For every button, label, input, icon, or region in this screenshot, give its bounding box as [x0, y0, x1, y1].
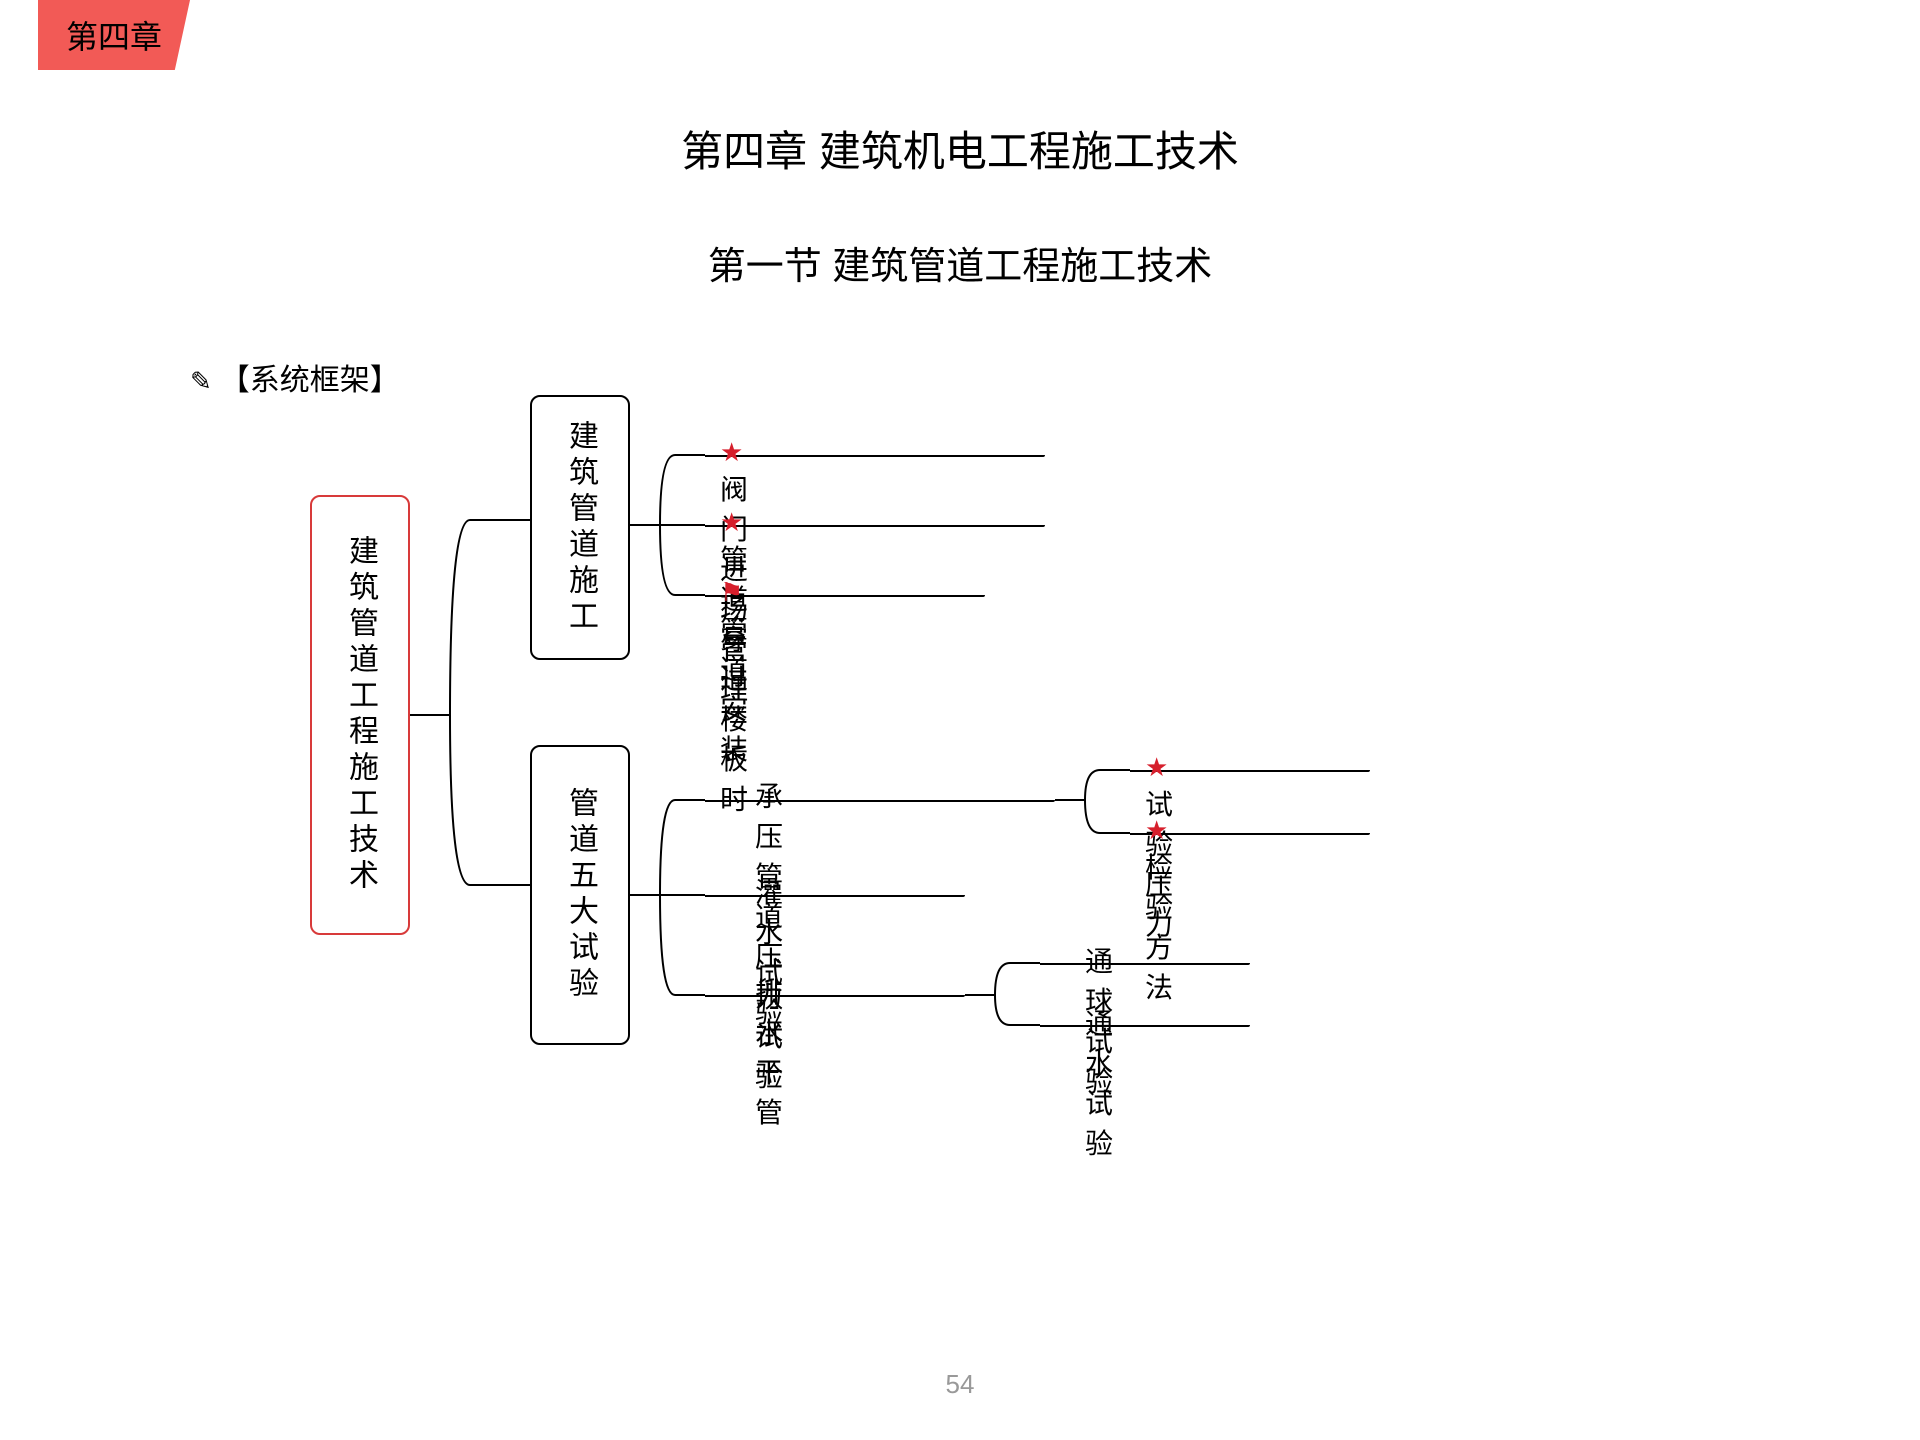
branch1-connector: [630, 435, 710, 625]
leaf-2-1-2: ★ 检验方法: [1145, 813, 1186, 1006]
branch-node-1: 建筑管道施工: [530, 395, 630, 660]
framework-label-text: 【系统框架】: [220, 364, 400, 397]
leaf-underline: [1040, 1025, 1250, 1027]
leaf-underline: [705, 895, 965, 897]
branch-2-label: 管道五大试验: [544, 767, 616, 1023]
branch2-connector: [630, 795, 710, 1015]
leaf-2-3-text: 排水干管: [755, 977, 783, 1128]
chapter-tag: 第四章: [38, 0, 190, 70]
star-icon: ★: [1145, 752, 1168, 783]
flag-icon: ⚑: [720, 577, 743, 608]
leaf-underline: [1040, 963, 1250, 965]
leaf-underline: [705, 995, 965, 997]
page-number: 54: [0, 1369, 1920, 1400]
leaf-1-3-text: 管道安装: [720, 614, 748, 765]
leaf-2-3-2: 通水试验: [1085, 1002, 1113, 1162]
root-node: 建筑管道工程施工技术: [310, 495, 410, 935]
branch-node-2: 管道五大试验: [530, 745, 630, 1045]
star-icon: ★: [720, 507, 743, 538]
star-icon: ★: [720, 437, 743, 468]
chapter-title: 第四章 建筑机电工程施工技术: [0, 118, 1920, 179]
root-label: 建筑管道工程施工技术: [324, 515, 396, 915]
leaf2-1-connector: [1055, 765, 1135, 845]
section-title: 第一节 建筑管道工程施工技术: [0, 235, 1920, 290]
framework-label: ✎ 【系统框架】: [190, 355, 400, 399]
leaf-1-3: ⚑ 管道安装: [720, 575, 765, 768]
leaf-2-3-2-text: 通水试验: [1085, 1008, 1113, 1159]
root-connector: [410, 500, 530, 930]
star-icon: ★: [1145, 815, 1168, 846]
branch-1-label: 建筑管道施工: [544, 400, 616, 656]
pencil-icon: ✎: [190, 366, 212, 397]
leaf2-3-connector: [965, 955, 1045, 1035]
leaf-2-3: 排水干管: [755, 971, 783, 1131]
leaf-2-1-2-text: 检验方法: [1145, 852, 1173, 1003]
